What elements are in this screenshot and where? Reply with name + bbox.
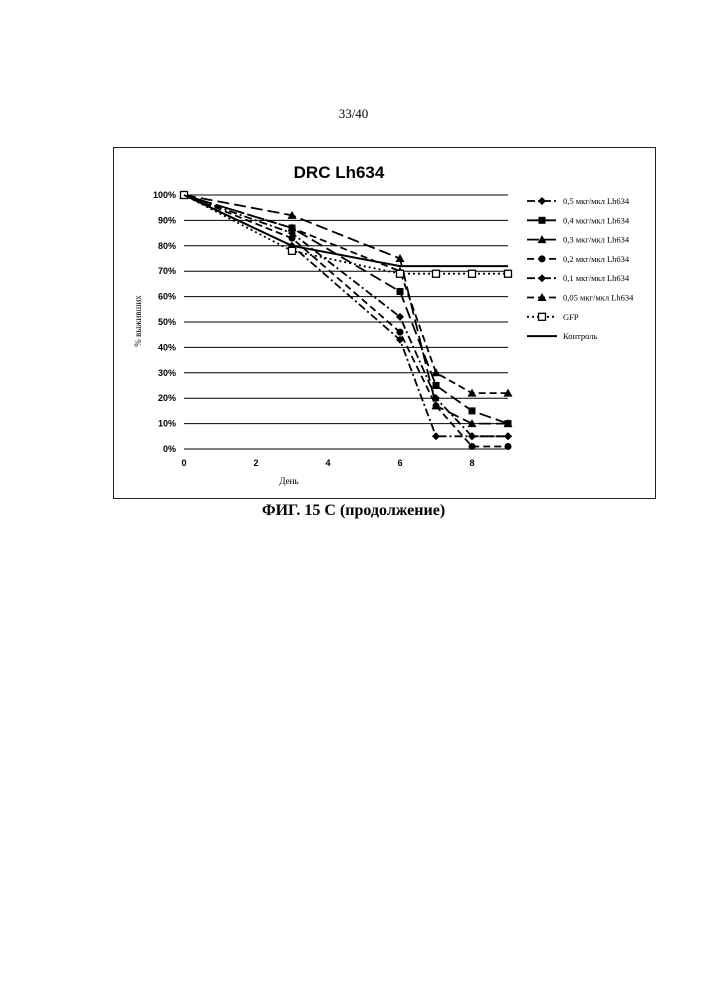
legend-label: 0,3 мкг/мкл Lh634 [563, 235, 630, 245]
legend-marker [539, 255, 546, 262]
data-point [433, 270, 440, 277]
y-tick-label: 90% [158, 215, 176, 225]
series-line [184, 195, 508, 424]
x-tick-label: 2 [253, 458, 258, 468]
data-point [505, 443, 512, 450]
series-7 [181, 192, 512, 278]
data-point [468, 389, 477, 397]
legend-marker [538, 274, 546, 282]
y-tick-label: 70% [158, 266, 176, 276]
legend-entry: GFP [527, 312, 579, 322]
y-tick-label: 20% [158, 393, 176, 403]
y-tick-labels: 0% 10% 20% 30% 40% 50% 60% 70% 80% 90% 100% [153, 190, 176, 454]
legend-label: 0,4 мкг/мкл Lh634 [563, 215, 630, 225]
series-8 [184, 195, 508, 266]
legend-entry: 0,3 мкг/мкл Lh634 [527, 235, 630, 245]
y-tick-label: 0% [163, 444, 176, 454]
series-5 [180, 191, 512, 440]
x-tick-label: 0 [181, 458, 186, 468]
legend-entry: 0,2 мкг/мкл Lh634 [527, 254, 630, 264]
legend-marker [538, 197, 546, 205]
legend-label: 0,5 мкг/мкл Lh634 [563, 196, 630, 206]
series-3 [180, 191, 513, 428]
series-line [184, 195, 508, 447]
legend-label: 0,05 мкг/мкл Lh634 [563, 293, 634, 303]
chart-frame: DRC Lh634 0% 10% 20% 30% 40% 50% 60% 70% 80% 90% 1… [113, 147, 656, 499]
legend-label: 0,1 мкг/мкл Lh634 [563, 273, 630, 283]
series-line [184, 195, 508, 436]
legend-marker [539, 217, 546, 224]
data-point [432, 432, 440, 440]
y-tick-label: 40% [158, 342, 176, 352]
legend-label: GFP [563, 312, 579, 322]
legend-entry: Контроль [527, 331, 597, 341]
y-tick-label: 30% [158, 368, 176, 378]
legend-label: Контроль [563, 331, 597, 341]
data-point [289, 247, 296, 254]
data-point [469, 443, 476, 450]
gridlines [184, 195, 508, 449]
legend-entry: 0,5 мкг/мкл Lh634 [527, 196, 630, 206]
x-axis-label: День [279, 476, 298, 486]
data-point [469, 407, 476, 414]
y-tick-label: 100% [153, 190, 176, 200]
data-point [505, 270, 512, 277]
chart-title: DRC Lh634 [294, 163, 385, 182]
series-6 [180, 191, 513, 397]
figure-caption: ФИГ. 15 С (продолжение) [0, 502, 707, 520]
data-point [397, 329, 404, 336]
y-axis-label: % выживших [133, 295, 143, 347]
data-point [433, 402, 440, 409]
legend-entry: 0,1 мкг/мкл Lh634 [527, 273, 630, 283]
series-line [184, 195, 508, 424]
legend-marker [539, 313, 546, 320]
survival-chart: DRC Lh634 0% 10% 20% 30% 40% 50% 60% 70% 80% 90% 1… [114, 148, 655, 498]
x-tick-labels: 0 2 4 6 8 [181, 458, 474, 468]
y-tick-label: 50% [158, 317, 176, 327]
series-lines [180, 191, 513, 450]
y-tick-label: 10% [158, 419, 176, 429]
legend-label: 0,2 мкг/мкл Lh634 [563, 254, 630, 264]
data-point [397, 288, 404, 295]
data-point [397, 270, 404, 277]
data-point [433, 382, 440, 389]
series-line [184, 195, 508, 393]
series-2 [181, 192, 512, 428]
x-tick-label: 4 [325, 458, 330, 468]
series-line [184, 195, 508, 266]
page-number: 33/40 [0, 106, 707, 122]
series-4 [181, 192, 512, 450]
y-tick-label: 80% [158, 241, 176, 251]
data-point [432, 368, 441, 376]
legend-entry: 0,4 мкг/мкл Lh634 [527, 215, 630, 225]
x-tick-label: 8 [469, 458, 474, 468]
x-tick-label: 6 [397, 458, 402, 468]
y-tick-label: 60% [158, 292, 176, 302]
series-1 [180, 191, 512, 440]
data-point [289, 235, 296, 242]
legend-entry: 0,05 мкг/мкл Lh634 [527, 293, 634, 303]
series-line [184, 195, 508, 274]
series-line [184, 195, 508, 436]
data-point [504, 432, 512, 440]
data-point [469, 270, 476, 277]
legend: 0,5 мкг/мкл Lh634 0,4 мкг/мкл Lh634 0,3 мк… [527, 196, 634, 341]
